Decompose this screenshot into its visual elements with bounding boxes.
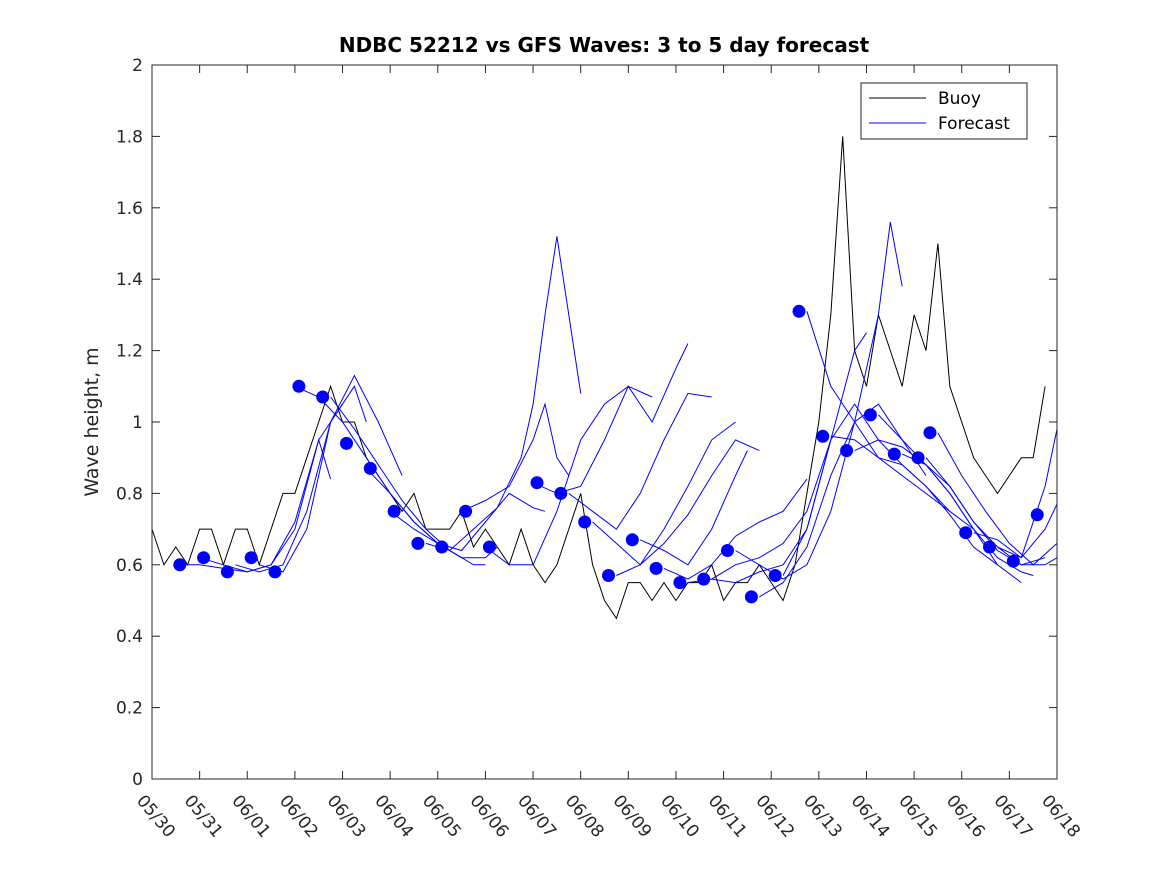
forecast-marker: [459, 504, 473, 518]
forecast-line: [568, 392, 712, 530]
forecast-line: [199, 403, 343, 573]
y-tick-label: 0.4: [116, 627, 143, 647]
forecast-line: [425, 236, 582, 552]
y-tick-label: 1.4: [116, 270, 143, 290]
forecast-marker: [435, 540, 449, 554]
forecast-line: [878, 414, 1034, 576]
forecast-line: [616, 439, 760, 576]
legend-forecast-label: Forecast: [938, 114, 1010, 134]
forecast-marker: [792, 304, 806, 318]
forecast-line: [711, 332, 867, 584]
forecast-marker: [840, 444, 854, 458]
forecast-marker: [316, 390, 330, 404]
axes-background: [152, 65, 1057, 779]
forecast-marker: [411, 536, 425, 550]
y-tick-label: 2: [132, 56, 143, 76]
y-tick-label: 1.8: [116, 127, 143, 147]
forecast-marker: [1030, 508, 1044, 522]
forecast-marker: [268, 565, 282, 579]
y-tick-label: 0: [132, 770, 143, 790]
forecast-marker: [173, 558, 187, 572]
forecast-line: [830, 435, 998, 566]
forecast-marker: [721, 544, 734, 557]
forecast-marker: [482, 540, 496, 554]
forecast-line: [485, 385, 653, 566]
forecast-marker: [673, 576, 687, 590]
forecast-marker: [220, 565, 234, 579]
forecast-marker: [197, 551, 211, 565]
forecast-marker: [649, 561, 663, 575]
y-tick-label: 0.8: [116, 484, 143, 504]
forecast-marker: [554, 486, 568, 500]
chart-title: NDBC 52212 vs GFS Waves: 3 to 5 day fore…: [339, 33, 870, 57]
forecast-line: [997, 428, 1058, 559]
forecast-marker: [923, 426, 937, 440]
y-tick-label: 1: [132, 413, 143, 433]
forecast-marker: [744, 590, 758, 604]
forecast-marker: [911, 451, 925, 465]
forecast-line: [639, 450, 748, 566]
y-axis: 0 0.2 0.4 0.6 0.8 1 1.2 1.4 1.6 1.8 2: [116, 56, 1057, 790]
forecast-marker: [244, 551, 258, 565]
forecast-marker: [863, 408, 877, 422]
buoy-line: [151, 136, 1046, 620]
forecast-line: [235, 385, 367, 573]
forecast-marker: [363, 461, 377, 475]
forecast-line: [259, 374, 403, 573]
forecast-marker: [387, 504, 401, 518]
forecast-line: [461, 402, 570, 512]
forecast-marker: [816, 429, 830, 443]
forecast-line: [937, 432, 1058, 566]
forecast-line: [663, 478, 808, 580]
legend: Buoy Forecast: [860, 82, 1028, 140]
forecast-line: [389, 492, 546, 552]
plot-area: [151, 64, 1058, 780]
forecast-marker: [1006, 554, 1020, 568]
buoy-series: [151, 136, 1046, 620]
forecast-line: [806, 311, 974, 530]
y-tick-label: 1.2: [116, 342, 143, 362]
legend-box: [860, 82, 1028, 140]
forecast-marker: [340, 436, 353, 450]
forecast-marker: [959, 526, 973, 540]
y-axis-label: Wave height, m: [81, 347, 103, 496]
forecast-markers: [173, 304, 1044, 604]
y-tick-label: 1.6: [116, 199, 143, 219]
forecast-marker: [530, 476, 544, 490]
legend-buoy-label: Buoy: [938, 89, 981, 109]
forecast-marker: [887, 447, 901, 461]
forecast-marker: [983, 540, 996, 554]
y-tick-label: 0.6: [116, 556, 143, 576]
forecast-marker: [602, 569, 615, 582]
forecast-marker: [578, 515, 592, 529]
forecast-marker: [768, 569, 782, 582]
forecast-marker: [292, 379, 306, 393]
forecast-line: [735, 222, 903, 580]
forecast-line: [592, 421, 736, 566]
y-tick-label: 0.2: [116, 699, 143, 719]
forecast-line: [330, 396, 486, 566]
forecast-marker: [625, 533, 639, 547]
forecast-marker: [697, 572, 711, 586]
